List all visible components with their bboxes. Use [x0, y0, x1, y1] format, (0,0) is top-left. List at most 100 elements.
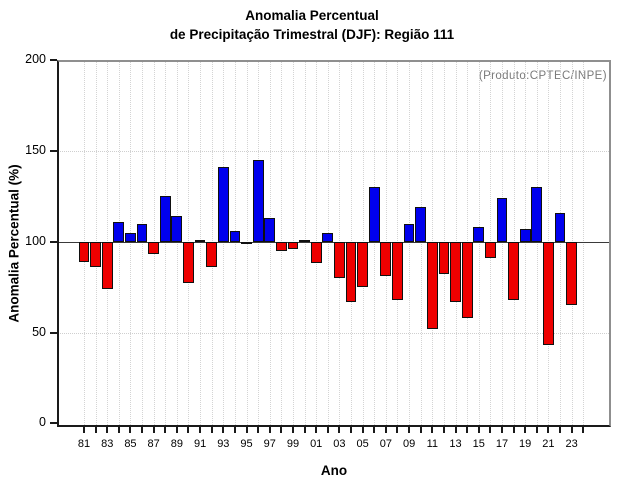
x-tick-label-95: 95	[240, 438, 253, 450]
bar-07	[380, 241, 392, 277]
y-tick	[50, 422, 57, 425]
x-tick	[419, 427, 422, 433]
x-tick	[257, 427, 260, 433]
bar-19	[519, 228, 531, 242]
x-tick	[338, 427, 341, 433]
x-tick	[106, 427, 109, 433]
x-tick	[175, 427, 178, 433]
x-tick	[547, 427, 550, 433]
x-tick-label-05: 05	[356, 438, 369, 450]
x-tick	[141, 427, 144, 433]
bar-94	[229, 230, 241, 242]
x-tick	[268, 427, 271, 433]
x-tick	[210, 427, 213, 433]
x-tick	[291, 427, 294, 433]
chart-title-line2: de Precipitação Trimestral (DJF): Região…	[169, 27, 455, 42]
x-tick	[164, 427, 167, 433]
bar-17	[496, 198, 508, 242]
x-tick-label-83: 83	[101, 438, 114, 450]
y-tick	[50, 149, 57, 152]
bar-91	[194, 239, 206, 242]
x-tick	[524, 427, 527, 433]
x-tick-label-85: 85	[124, 438, 137, 450]
baseline-100	[57, 241, 611, 243]
x-tick-label-97: 97	[263, 438, 276, 450]
bar-92	[206, 241, 218, 268]
plot-area	[57, 60, 611, 427]
x-tick	[408, 427, 411, 433]
bar-03	[334, 241, 345, 279]
bar-95	[241, 241, 252, 244]
x-tick-label-87: 87	[147, 438, 160, 450]
x-tick-label-99: 99	[286, 438, 300, 450]
x-tick	[233, 427, 236, 433]
x-tick-label-81: 81	[77, 438, 91, 450]
x-tick	[326, 427, 329, 433]
bar-90	[183, 241, 194, 284]
x-tick-label-01: 01	[310, 438, 323, 450]
bar-22	[554, 212, 566, 242]
x-tick	[489, 427, 492, 433]
x-tick	[222, 427, 225, 433]
bar-97	[264, 218, 276, 242]
bar-87	[148, 241, 160, 255]
bar-82	[90, 241, 101, 268]
x-tick-label-15: 15	[472, 438, 485, 450]
y-tick-label-100: 100	[25, 233, 46, 248]
x-tick	[199, 427, 202, 433]
y-tick-label-0: 0	[39, 415, 46, 430]
bar-14	[461, 241, 473, 318]
x-tick-label-23: 23	[565, 438, 578, 450]
x-tick	[129, 427, 132, 433]
bar-99	[287, 241, 299, 249]
y-tick-label-150: 150	[25, 142, 46, 157]
x-tick-label-03: 03	[333, 438, 346, 450]
bar-83	[101, 241, 113, 289]
bar-13	[450, 241, 461, 302]
x-tick	[500, 427, 503, 433]
y-tick-label-50: 50	[32, 324, 46, 339]
x-tick	[361, 427, 364, 433]
bar-10	[415, 207, 427, 242]
bar-04	[345, 241, 357, 302]
bar-18	[508, 241, 519, 300]
x-tick-label-09: 09	[402, 438, 416, 450]
bar-15	[473, 227, 485, 242]
x-tick-label-93: 93	[217, 438, 230, 450]
bar-05	[357, 241, 369, 288]
hgridline-50	[57, 332, 611, 334]
bar-23	[566, 241, 578, 306]
x-tick-label-21: 21	[542, 438, 555, 450]
x-tick-label-11: 11	[426, 438, 438, 450]
chart-title: Anomalia Percentual de Precipitação Trim…	[0, 6, 624, 44]
bar-89	[171, 216, 183, 242]
y-tick-label-200: 200	[25, 52, 46, 66]
x-tick	[466, 427, 469, 433]
bar-98	[275, 241, 287, 251]
bar-09	[403, 223, 415, 242]
bar-88	[159, 196, 171, 242]
bar-85	[125, 232, 136, 242]
y-tick	[50, 331, 57, 334]
x-tick	[582, 427, 585, 433]
x-tick	[315, 427, 318, 433]
bar-11	[426, 241, 438, 329]
y-tick	[50, 59, 57, 61]
bar-20	[531, 187, 543, 242]
bar-16	[484, 241, 496, 259]
y-tick	[50, 240, 57, 243]
x-tick	[454, 427, 457, 433]
x-tick	[280, 427, 283, 433]
bar-84	[113, 221, 125, 242]
bar-21	[543, 241, 554, 346]
x-tick-label-07: 07	[379, 438, 392, 450]
x-tick	[477, 427, 480, 433]
bar-06	[368, 187, 380, 242]
bar-00	[299, 239, 310, 242]
bar-02	[322, 232, 334, 242]
x-tick	[431, 427, 434, 433]
x-tick	[83, 427, 85, 433]
x-tick-label-13: 13	[449, 438, 462, 450]
chart-title-line1: Anomalia Percentual	[245, 8, 379, 23]
